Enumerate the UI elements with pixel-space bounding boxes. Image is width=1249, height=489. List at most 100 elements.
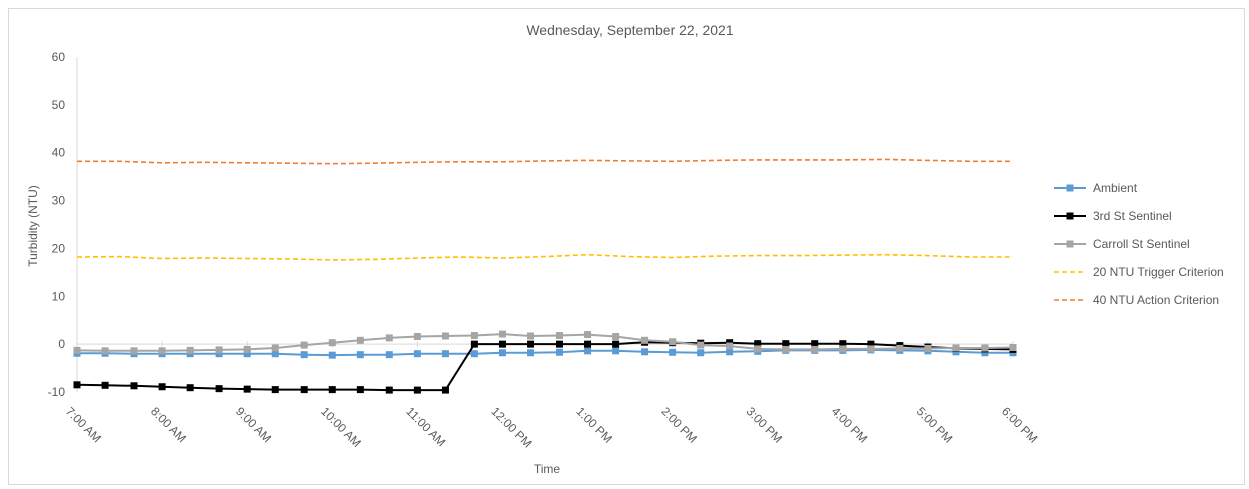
data-point-carroll-st-sentinel xyxy=(73,346,81,354)
data-point-3rd-st-sentinel xyxy=(782,340,790,348)
x-tick-label: 4:00 PM xyxy=(829,404,871,446)
data-point-3rd-st-sentinel xyxy=(356,386,364,394)
y-tick-label: 40 xyxy=(52,146,66,160)
data-point-carroll-st-sentinel xyxy=(300,341,308,349)
data-point-3rd-st-sentinel xyxy=(101,381,109,389)
series-line-carroll-st-sentinel xyxy=(76,333,1014,352)
data-point-ambient xyxy=(243,350,251,358)
legend-item-ambient: Ambient xyxy=(1053,174,1224,202)
x-tick-label: 1:00 PM xyxy=(573,404,615,446)
data-point-carroll-st-sentinel xyxy=(527,332,535,340)
data-point-ambient xyxy=(981,349,989,357)
legend-swatch xyxy=(1053,183,1087,193)
data-point-carroll-st-sentinel xyxy=(215,346,223,354)
data-point-ambient xyxy=(215,350,223,358)
x-axis-title: Time xyxy=(534,462,561,476)
chart-frame xyxy=(8,8,1245,485)
y-axis-title: Turbidity (NTU) xyxy=(26,185,40,267)
data-point-carroll-st-sentinel xyxy=(356,336,364,344)
y-tick-label: 30 xyxy=(52,194,66,208)
data-point-carroll-st-sentinel xyxy=(584,331,592,339)
data-point-3rd-st-sentinel xyxy=(498,340,506,348)
legend-item-20-ntu-trigger-criterion: 20 NTU Trigger Criterion xyxy=(1053,258,1224,286)
data-point-ambient xyxy=(470,350,478,358)
data-point-3rd-st-sentinel xyxy=(754,340,762,348)
chart-title: Wednesday, September 22, 2021 xyxy=(526,22,734,38)
data-point-3rd-st-sentinel xyxy=(470,340,478,348)
data-point-ambient xyxy=(555,348,563,356)
y-tick-label: 50 xyxy=(52,98,66,112)
data-point-3rd-st-sentinel xyxy=(328,386,336,394)
data-point-3rd-st-sentinel xyxy=(73,381,81,389)
data-point-carroll-st-sentinel xyxy=(641,336,649,344)
data-point-carroll-st-sentinel xyxy=(470,332,478,340)
data-point-carroll-st-sentinel xyxy=(924,344,932,352)
y-tick-label: 60 xyxy=(52,50,66,64)
data-point-3rd-st-sentinel xyxy=(612,340,620,348)
data-point-3rd-st-sentinel xyxy=(186,384,194,392)
data-point-ambient xyxy=(527,349,535,357)
data-point-carroll-st-sentinel xyxy=(158,347,166,355)
chart-legend: Ambient 3rd St Sentinel Carroll St Sentine… xyxy=(1053,174,1224,314)
legend-swatch xyxy=(1053,239,1087,249)
data-point-3rd-st-sentinel xyxy=(527,340,535,348)
data-point-carroll-st-sentinel xyxy=(243,345,251,353)
data-point-carroll-st-sentinel xyxy=(385,334,393,342)
data-point-3rd-st-sentinel xyxy=(158,383,166,391)
data-point-3rd-st-sentinel xyxy=(385,386,393,394)
data-point-ambient xyxy=(328,351,336,359)
data-point-ambient xyxy=(271,350,279,358)
x-tick-label: 5:00 PM xyxy=(914,404,956,446)
y-tick-label: -10 xyxy=(48,385,66,399)
data-point-ambient xyxy=(612,347,620,355)
data-point-carroll-st-sentinel xyxy=(130,347,138,355)
data-point-carroll-st-sentinel xyxy=(413,332,421,340)
data-point-ambient xyxy=(641,348,649,356)
data-point-carroll-st-sentinel xyxy=(555,332,563,340)
data-point-ambient xyxy=(697,349,705,357)
data-point-3rd-st-sentinel xyxy=(811,340,819,348)
data-point-3rd-st-sentinel xyxy=(584,340,592,348)
data-point-carroll-st-sentinel xyxy=(981,344,989,352)
x-tick-label: 9:00 AM xyxy=(233,404,274,445)
data-point-3rd-st-sentinel xyxy=(413,386,421,394)
data-point-3rd-st-sentinel xyxy=(555,340,563,348)
y-tick-label: 0 xyxy=(58,337,65,351)
y-tick-label: 20 xyxy=(52,241,66,255)
data-point-carroll-st-sentinel xyxy=(839,345,847,353)
series-line-40-ntu-action-criterion xyxy=(77,158,1013,165)
legend-item-carroll-st-sentinel: Carroll St Sentinel xyxy=(1053,230,1224,258)
data-point-carroll-st-sentinel xyxy=(782,345,790,353)
data-point-ambient xyxy=(498,349,506,357)
data-point-carroll-st-sentinel xyxy=(867,345,875,353)
data-point-3rd-st-sentinel xyxy=(867,340,875,348)
legend-item-40-ntu-action-criterion: 40 NTU Action Criterion xyxy=(1053,286,1224,314)
legend-label: 3rd St Sentinel xyxy=(1093,209,1172,223)
legend-marker xyxy=(1066,184,1074,192)
data-point-3rd-st-sentinel xyxy=(300,386,308,394)
data-point-ambient xyxy=(300,351,308,359)
legend-label: Ambient xyxy=(1093,181,1138,195)
y-tick-label: 10 xyxy=(52,289,66,303)
legend-label: 40 NTU Action Criterion xyxy=(1093,293,1220,307)
x-tick-label: 3:00 PM xyxy=(744,404,786,446)
legend-marker xyxy=(1066,212,1074,220)
data-point-carroll-st-sentinel xyxy=(669,338,677,346)
data-point-ambient xyxy=(584,347,592,355)
legend-swatch xyxy=(1053,295,1087,305)
axes-layer: -10 0 10 20 30 40 50 60 7:00 AM 8:00 AM 9:00 AM 10:… xyxy=(48,50,1041,450)
series-line-ambient xyxy=(77,348,1013,357)
data-point-ambient xyxy=(726,348,734,356)
data-point-ambient xyxy=(441,350,449,358)
x-tick-label: 8:00 AM xyxy=(148,404,189,445)
data-point-ambient xyxy=(356,351,364,359)
data-point-ambient xyxy=(669,348,677,356)
data-point-carroll-st-sentinel xyxy=(811,345,819,353)
data-point-carroll-st-sentinel xyxy=(441,332,449,340)
data-point-3rd-st-sentinel xyxy=(271,386,279,394)
data-point-3rd-st-sentinel xyxy=(130,382,138,390)
data-point-carroll-st-sentinel xyxy=(328,339,336,347)
legend-marker xyxy=(1066,240,1074,248)
data-point-ambient xyxy=(385,351,393,359)
